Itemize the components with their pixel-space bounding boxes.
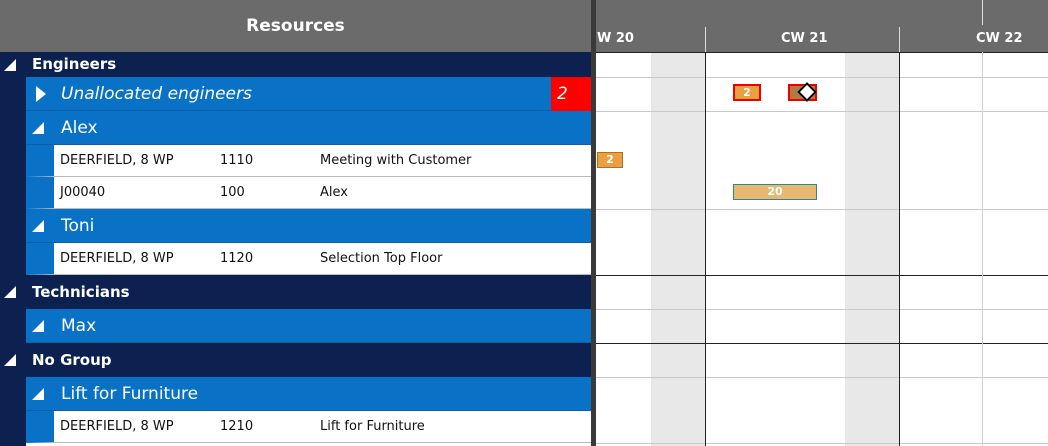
week-label: CW 22 (976, 31, 1023, 46)
group-name: Engineers (32, 55, 117, 73)
task-cell: Lift for Furniture (320, 419, 425, 434)
grid-line (596, 77, 1048, 78)
resource-name: Max (61, 316, 97, 336)
task-cell: DEERFIELD, 8 WP (60, 251, 174, 266)
week-line (705, 52, 706, 446)
collapse-toggle[interactable] (4, 58, 16, 71)
task-row (26, 411, 591, 443)
task-cell: 1110 (220, 153, 254, 168)
grid-line (596, 443, 1048, 444)
left-strip (0, 52, 26, 446)
task-cell: 100 (220, 185, 245, 200)
unallocated-count: 2 (551, 77, 591, 111)
week-tick (982, 0, 983, 25)
resources-header: Resources (0, 0, 591, 52)
group-row (0, 52, 591, 77)
collapse-toggle[interactable] (32, 220, 44, 232)
task-cell: 1210 (220, 419, 254, 434)
schedule-bar[interactable]: 20 (733, 184, 817, 200)
week-tick (899, 27, 900, 52)
task-cell: Selection Top Floor (320, 251, 443, 266)
collapse-toggle[interactable] (4, 286, 16, 298)
task-cell: 1120 (220, 251, 254, 266)
group-name: Technicians (32, 283, 130, 301)
resource-row (26, 377, 591, 411)
task-cell: DEERFIELD, 8 WP (60, 153, 174, 168)
resource-name: Alex (61, 118, 98, 138)
resource-row (26, 77, 591, 111)
week-line (899, 52, 900, 446)
grid-line (596, 209, 1048, 210)
task-cell: J00040 (60, 185, 106, 200)
group-row (0, 275, 591, 309)
resource-name: Lift for Furniture (61, 384, 199, 404)
grid-line (596, 377, 1048, 378)
grid-line (596, 275, 1048, 276)
weekend-column (845, 52, 899, 446)
collapse-toggle[interactable] (32, 320, 44, 332)
splitter[interactable] (591, 0, 596, 446)
grid-line (596, 52, 1048, 53)
schedule-bar[interactable]: 2 (597, 152, 623, 168)
resource-name: Unallocated engineers (61, 84, 252, 104)
task-row (26, 177, 591, 209)
week-label: CW 21 (781, 31, 828, 46)
resource-row (26, 209, 591, 243)
collapse-toggle[interactable] (32, 122, 44, 134)
grid-line (596, 343, 1048, 344)
week-tick (705, 27, 706, 52)
task-row (26, 243, 591, 275)
resource-name: Toni (61, 216, 95, 236)
week-line (982, 52, 983, 446)
grid-line (596, 111, 1048, 112)
task-cell: Alex (320, 185, 348, 200)
weekend-column (651, 52, 705, 446)
week-label: W 20 (597, 31, 634, 46)
timeline-header (596, 0, 1048, 52)
resource-row (26, 111, 591, 145)
group-name: No Group (32, 351, 112, 369)
collapse-toggle[interactable] (32, 388, 44, 400)
task-cell: DEERFIELD, 8 WP (60, 419, 174, 434)
group-row (0, 343, 591, 377)
schedule-bar[interactable]: 2 (733, 84, 761, 101)
task-row (26, 145, 591, 177)
task-cell: Meeting with Customer (320, 153, 472, 168)
collapse-toggle[interactable] (4, 354, 16, 366)
grid-line (596, 309, 1048, 310)
expand-toggle[interactable] (36, 86, 46, 102)
resource-row (26, 309, 591, 343)
